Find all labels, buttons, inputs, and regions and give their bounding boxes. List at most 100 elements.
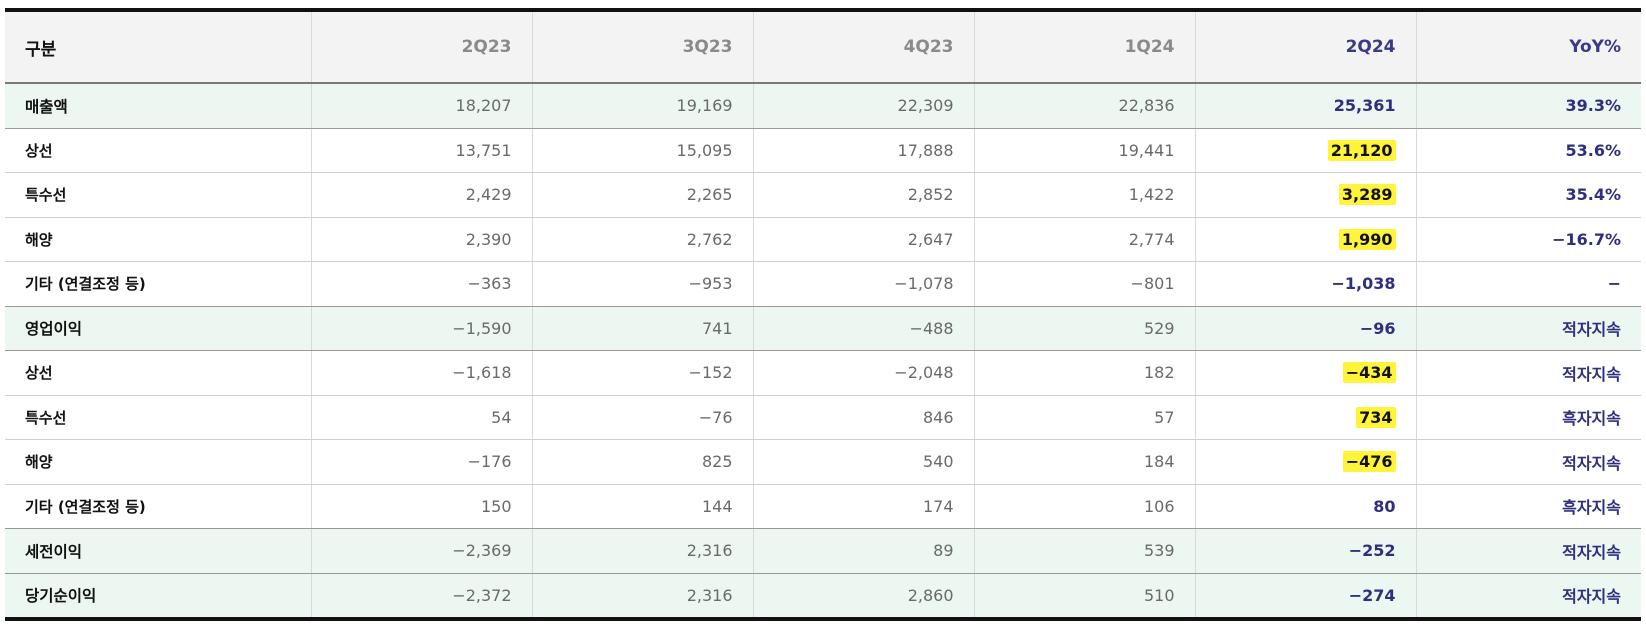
cell-value: 89 xyxy=(752,528,974,574)
cell-yoy: 53.6% xyxy=(1415,128,1641,173)
cell-value: 144 xyxy=(531,484,753,529)
cell-value: 22,309 xyxy=(752,83,974,129)
highlighted-value: 21,120 xyxy=(1327,139,1396,161)
cell-value: 2,429 xyxy=(310,172,532,218)
cell-value: −76 xyxy=(531,395,753,440)
row-label: 당기순이익 xyxy=(5,573,311,620)
cell-value: 18,207 xyxy=(310,83,532,129)
highlighted-value: −476 xyxy=(1342,451,1396,473)
cell-value: 529 xyxy=(973,306,1195,351)
header-yoy: YoY% xyxy=(1415,10,1641,84)
cell-value: −363 xyxy=(310,261,532,307)
cell-current-quarter: 80 xyxy=(1194,484,1416,529)
row-label: 해양 xyxy=(5,439,311,485)
cell-value: 2,852 xyxy=(752,172,974,218)
table-body: 매출액 18,207 19,169 22,309 22,836 25,361 39.3% 상선… xyxy=(5,83,1641,620)
cell-yoy: −16.7% xyxy=(1415,217,1641,262)
table-row: 해양 −176 825 540 184 −476 적자지속 xyxy=(5,439,1641,485)
row-label: 기타 (연결조정 등) xyxy=(5,484,311,529)
cell-value: 825 xyxy=(531,439,753,485)
table-row: 상선 −1,618 −152 −2,048 182 −434 적자지속 xyxy=(5,350,1641,396)
table-row: 기타 (연결조정 등) −363 −953 −1,078 −801 −1,038− xyxy=(5,261,1641,307)
cell-value: −176 xyxy=(310,439,532,485)
cell-value: 2,762 xyxy=(531,217,753,262)
cell-value: 2,647 xyxy=(752,217,974,262)
current-value: −252 xyxy=(1348,541,1396,561)
cell-value: 15,095 xyxy=(531,128,753,173)
highlighted-value: 734 xyxy=(1356,406,1396,428)
cell-yoy: 39.3% xyxy=(1415,83,1641,129)
table-row: 매출액 18,207 19,169 22,309 22,836 25,361 39.3% xyxy=(5,83,1641,129)
cell-value: −801 xyxy=(973,261,1195,307)
cell-value: 19,169 xyxy=(531,83,753,129)
cell-current-quarter: −96 xyxy=(1194,306,1416,351)
row-label: 상선 xyxy=(5,128,311,173)
highlighted-value: 3,289 xyxy=(1338,184,1396,206)
cell-value: −152 xyxy=(531,350,753,396)
cell-yoy: 적자지속 xyxy=(1415,439,1641,485)
table-row: 영업이익 −1,590 741 −488 529 −96 적자지속 xyxy=(5,306,1641,351)
cell-value: 54 xyxy=(310,395,532,440)
current-value: 25,361 xyxy=(1333,96,1396,116)
row-label: 매출액 xyxy=(5,83,311,129)
financial-results-table: 구분 2Q23 3Q23 4Q23 1Q24 2Q24 YoY% 매출액 18,2… xyxy=(5,8,1641,621)
table-row: 해양 2,390 2,762 2,647 2,774 1,990 −16.7% xyxy=(5,217,1641,262)
cell-value: 2,265 xyxy=(531,172,753,218)
highlighted-value: −434 xyxy=(1342,362,1396,384)
row-label: 해양 xyxy=(5,217,311,262)
cell-value: 106 xyxy=(973,484,1195,529)
header-1q24: 1Q24 xyxy=(973,10,1195,84)
cell-value: 2,316 xyxy=(531,573,753,620)
row-label: 기타 (연결조정 등) xyxy=(5,261,311,307)
cell-yoy: 흑자지속 xyxy=(1415,484,1641,529)
cell-value: 184 xyxy=(973,439,1195,485)
cell-value: 13,751 xyxy=(310,128,532,173)
current-value: −96 xyxy=(1359,318,1396,338)
cell-yoy: 흑자지속 xyxy=(1415,395,1641,440)
cell-yoy: 35.4% xyxy=(1415,172,1641,218)
row-label: 특수선 xyxy=(5,172,311,218)
cell-value: 19,441 xyxy=(973,128,1195,173)
table-row: 기타 (연결조정 등) 150 144 174 106 80 흑자지속 xyxy=(5,484,1641,529)
cell-current-quarter: 734 xyxy=(1194,395,1416,440)
table-header: 구분 2Q23 3Q23 4Q23 1Q24 2Q24 YoY% xyxy=(5,10,1641,84)
current-value: −274 xyxy=(1348,585,1396,605)
row-label: 상선 xyxy=(5,350,311,396)
cell-value: 174 xyxy=(752,484,974,529)
cell-current-quarter: −476 xyxy=(1194,439,1416,485)
cell-current-quarter: −1,038 xyxy=(1194,261,1416,307)
cell-value: 539 xyxy=(973,528,1195,574)
row-label: 세전이익 xyxy=(5,528,311,574)
cell-value: −1,618 xyxy=(310,350,532,396)
financial-table-container: 구분 2Q23 3Q23 4Q23 1Q24 2Q24 YoY% 매출액 18,2… xyxy=(5,8,1641,621)
cell-current-quarter: −434 xyxy=(1194,350,1416,396)
cell-value: −2,372 xyxy=(310,573,532,620)
cell-value: −953 xyxy=(531,261,753,307)
cell-value: 57 xyxy=(973,395,1195,440)
cell-yoy: 적자지속 xyxy=(1415,350,1641,396)
cell-value: −2,369 xyxy=(310,528,532,574)
cell-current-quarter: 3,289 xyxy=(1194,172,1416,218)
cell-current-quarter: 21,120 xyxy=(1194,128,1416,173)
header-2q23: 2Q23 xyxy=(310,10,532,84)
cell-value: −2,048 xyxy=(752,350,974,396)
cell-value: 22,836 xyxy=(973,83,1195,129)
table-row: 특수선 2,429 2,265 2,852 1,422 3,289 35.4% xyxy=(5,172,1641,218)
cell-value: −1,078 xyxy=(752,261,974,307)
header-row: 구분 2Q23 3Q23 4Q23 1Q24 2Q24 YoY% xyxy=(5,10,1641,84)
current-value: −1,038 xyxy=(1331,274,1396,294)
cell-yoy: 적자지속 xyxy=(1415,306,1641,351)
header-label: 구분 xyxy=(5,10,311,84)
cell-value: 540 xyxy=(752,439,974,485)
table-row: 상선 13,751 15,095 17,888 19,441 21,120 53.6% xyxy=(5,128,1641,173)
cell-value: 1,422 xyxy=(973,172,1195,218)
cell-value: 2,860 xyxy=(752,573,974,620)
cell-yoy: 적자지속 xyxy=(1415,528,1641,574)
cell-value: 846 xyxy=(752,395,974,440)
cell-current-quarter: −274 xyxy=(1194,573,1416,620)
cell-value: 182 xyxy=(973,350,1195,396)
row-label: 특수선 xyxy=(5,395,311,440)
cell-value: 2,316 xyxy=(531,528,753,574)
header-2q24: 2Q24 xyxy=(1194,10,1416,84)
cell-current-quarter: 25,361 xyxy=(1194,83,1416,129)
